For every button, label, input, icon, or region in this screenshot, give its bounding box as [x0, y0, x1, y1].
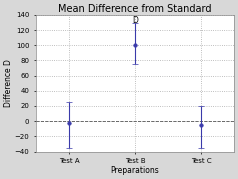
X-axis label: Preparations: Preparations	[111, 166, 159, 175]
Y-axis label: Difference D: Difference D	[4, 59, 13, 107]
Text: D: D	[132, 16, 138, 25]
Title: Mean Difference from Standard: Mean Difference from Standard	[58, 4, 212, 14]
